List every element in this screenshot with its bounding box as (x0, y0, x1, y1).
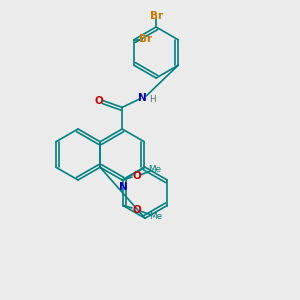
Text: Br: Br (139, 34, 152, 44)
Text: O: O (132, 205, 141, 215)
Text: Me: Me (149, 212, 162, 221)
Text: N: N (138, 93, 147, 103)
Text: N: N (119, 182, 128, 192)
Text: O: O (132, 171, 141, 181)
Text: H: H (149, 95, 155, 104)
Text: Me: Me (148, 165, 161, 174)
Text: Br: Br (149, 11, 163, 21)
Text: O: O (95, 96, 104, 106)
